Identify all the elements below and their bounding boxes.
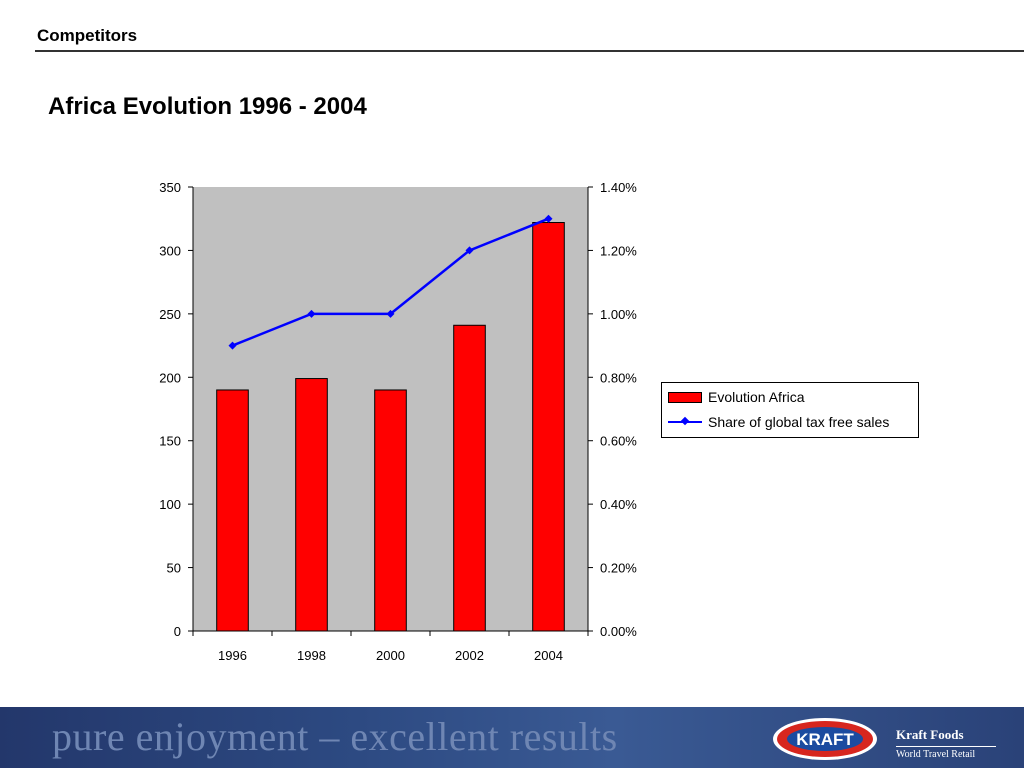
y-left-tick-label: 100 (159, 497, 181, 512)
kraft-logo-text: KRAFT (796, 730, 854, 749)
y-right-tick-label: 0.20% (600, 561, 637, 576)
y-right-tick-label: 0.80% (600, 370, 637, 385)
brand-subtitle: World Travel Retail (896, 749, 976, 760)
section-title: Competitors (37, 26, 138, 45)
y-left-tick-label: 350 (159, 180, 181, 195)
chart: 0 50 100 150 200 250 300 350 0.00% 0.20% 0.40% 0.60… (159, 180, 637, 663)
y-right-tick-label: 0.60% (600, 434, 637, 449)
y-left-tick-label: 200 (159, 370, 181, 385)
brand-block: Kraft Foods World Travel Retail (896, 727, 996, 760)
line-marker (228, 341, 237, 350)
y-left-tick-label: 0 (174, 624, 181, 639)
legend-bar-swatch (668, 391, 702, 403)
bar (216, 389, 249, 632)
y-right-tick-label: 1.00% (600, 307, 637, 322)
legend-label-line: Share of global tax free sales (708, 414, 890, 430)
footer-banner: pure enjoyment – excellent results KRAFT… (0, 707, 1024, 768)
y-right-tick-label: 1.40% (600, 180, 637, 195)
brand-name: Kraft Foods (896, 727, 964, 742)
y-left-tick-label: 50 (167, 561, 181, 576)
footer-slogan: pure enjoyment – excellent results (52, 714, 618, 759)
bar (453, 324, 486, 632)
legend-line-swatch (668, 413, 702, 431)
legend-label-bars: Evolution Africa (708, 389, 805, 405)
chart-legend: Evolution Africa Share of global tax fre… (661, 382, 919, 438)
bar (532, 222, 565, 632)
legend-item-line: Share of global tax free sales (668, 413, 889, 431)
legend-item-bars: Evolution Africa (668, 388, 805, 406)
x-tick-label: 1996 (218, 648, 247, 663)
y-right-tick-label: 0.00% (600, 624, 637, 639)
line-marker (307, 309, 316, 318)
header-divider (35, 50, 1024, 52)
brand-rule (896, 746, 996, 747)
x-tick-label: 2002 (455, 648, 484, 663)
y-right-tick-label: 0.40% (600, 497, 637, 512)
y-right-tick-label: 1.20% (600, 243, 637, 258)
slide-title: Africa Evolution 1996 - 2004 (48, 93, 367, 120)
x-tick-label: 1998 (297, 648, 326, 663)
line-marker (386, 309, 395, 318)
line-marker (465, 246, 474, 255)
x-tick-label: 2000 (376, 648, 405, 663)
y-left-tick-label: 300 (159, 243, 181, 258)
y-left-tick-label: 150 (159, 434, 181, 449)
bar (374, 389, 407, 632)
x-tick-label: 2004 (534, 648, 563, 663)
y-left-tick-label: 250 (159, 307, 181, 322)
line-marker (544, 214, 553, 223)
bar (295, 378, 328, 632)
kraft-logo: KRAFT (773, 718, 877, 760)
